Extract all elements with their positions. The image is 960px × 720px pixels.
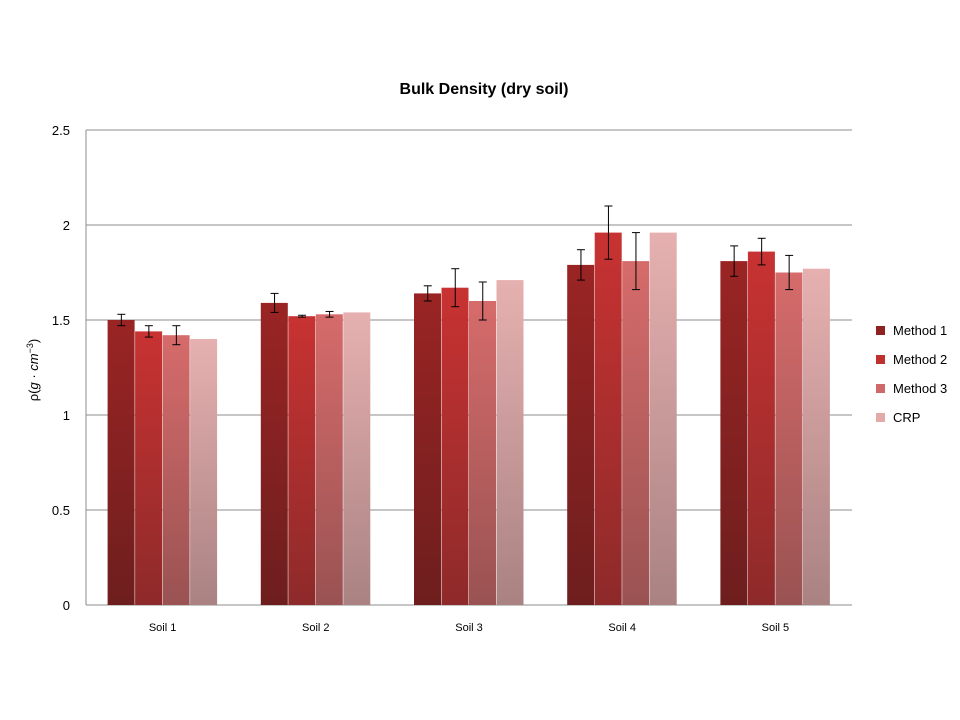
x-axis: Soil 1 Soil 2 Soil 3 Soil 4 Soil 5 xyxy=(149,622,789,634)
bar xyxy=(720,261,748,605)
legend-swatch xyxy=(876,326,885,335)
error-bar xyxy=(631,232,640,291)
error-bar xyxy=(604,205,613,260)
legend-label: Method 2 xyxy=(893,352,947,367)
legend-swatch xyxy=(876,413,885,422)
legend-item: Method 2 xyxy=(876,352,947,367)
error-bar xyxy=(117,313,126,327)
error-bar xyxy=(172,325,181,346)
bar xyxy=(775,272,803,605)
y-tick-label: 2.5 xyxy=(52,123,70,138)
error-bar xyxy=(298,314,307,318)
bar xyxy=(343,312,371,605)
bar xyxy=(288,316,316,605)
error-bar xyxy=(785,254,794,291)
y-label-dot: · xyxy=(26,371,41,383)
y-label-rho: ρ xyxy=(26,394,41,401)
bar xyxy=(190,339,218,605)
legend-swatch xyxy=(876,384,885,393)
y-axis-label: ρ(g · cm−3) xyxy=(25,339,41,402)
legend: Method 1 Method 2 Method 3 CRP xyxy=(876,323,947,425)
x-tick-label: Soil 4 xyxy=(608,622,636,634)
bar xyxy=(802,268,830,605)
y-label-exponent: −3 xyxy=(25,343,35,353)
chart-title: Bulk Density (dry soil) xyxy=(400,81,569,98)
bar xyxy=(567,264,595,605)
error-bar xyxy=(730,245,739,277)
y-label-g: g xyxy=(26,382,41,390)
y-tick-label: 2 xyxy=(63,218,70,233)
y-tick-label: 1 xyxy=(63,408,70,423)
bar xyxy=(315,314,343,605)
bar xyxy=(135,331,163,605)
y-label-close-paren: ) xyxy=(26,339,41,343)
bar xyxy=(747,251,775,605)
x-tick-label: Soil 5 xyxy=(762,622,790,634)
bar xyxy=(496,280,524,605)
y-label-open-paren: ( xyxy=(26,389,41,394)
error-bar xyxy=(451,268,460,308)
bar xyxy=(414,293,441,605)
y-tick-label: 0.5 xyxy=(52,503,70,518)
bar xyxy=(162,335,190,605)
bar xyxy=(441,287,469,605)
error-bar xyxy=(423,285,432,302)
error-bar xyxy=(757,237,766,266)
error-bar xyxy=(325,310,334,318)
bar xyxy=(622,261,650,605)
error-bar xyxy=(576,249,585,281)
legend-item: CRP xyxy=(876,410,920,425)
legend-label: CRP xyxy=(893,410,920,425)
bar xyxy=(469,301,496,605)
y-axis: 0 0.5 1 1.5 2 2.5 xyxy=(52,123,87,613)
bar xyxy=(107,320,135,605)
x-tick-label: Soil 2 xyxy=(302,622,330,634)
error-bar xyxy=(144,325,153,338)
legend-item: Method 1 xyxy=(876,323,947,338)
bar xyxy=(260,302,288,605)
legend-label: Method 3 xyxy=(893,381,947,396)
y-tick-label: 0 xyxy=(63,598,70,613)
legend-label: Method 1 xyxy=(893,323,947,338)
bar xyxy=(594,232,622,605)
y-label-cm: cm xyxy=(26,353,41,371)
y-tick-label: 1.5 xyxy=(52,313,70,328)
error-bar xyxy=(478,281,487,321)
bar xyxy=(649,232,677,605)
legend-swatch xyxy=(876,355,885,364)
x-tick-label: Soil 1 xyxy=(149,622,177,634)
error-bar xyxy=(270,292,279,313)
error-bars xyxy=(117,205,794,346)
bars xyxy=(107,232,830,605)
x-tick-label: Soil 3 xyxy=(455,622,483,634)
legend-item: Method 3 xyxy=(876,381,947,396)
